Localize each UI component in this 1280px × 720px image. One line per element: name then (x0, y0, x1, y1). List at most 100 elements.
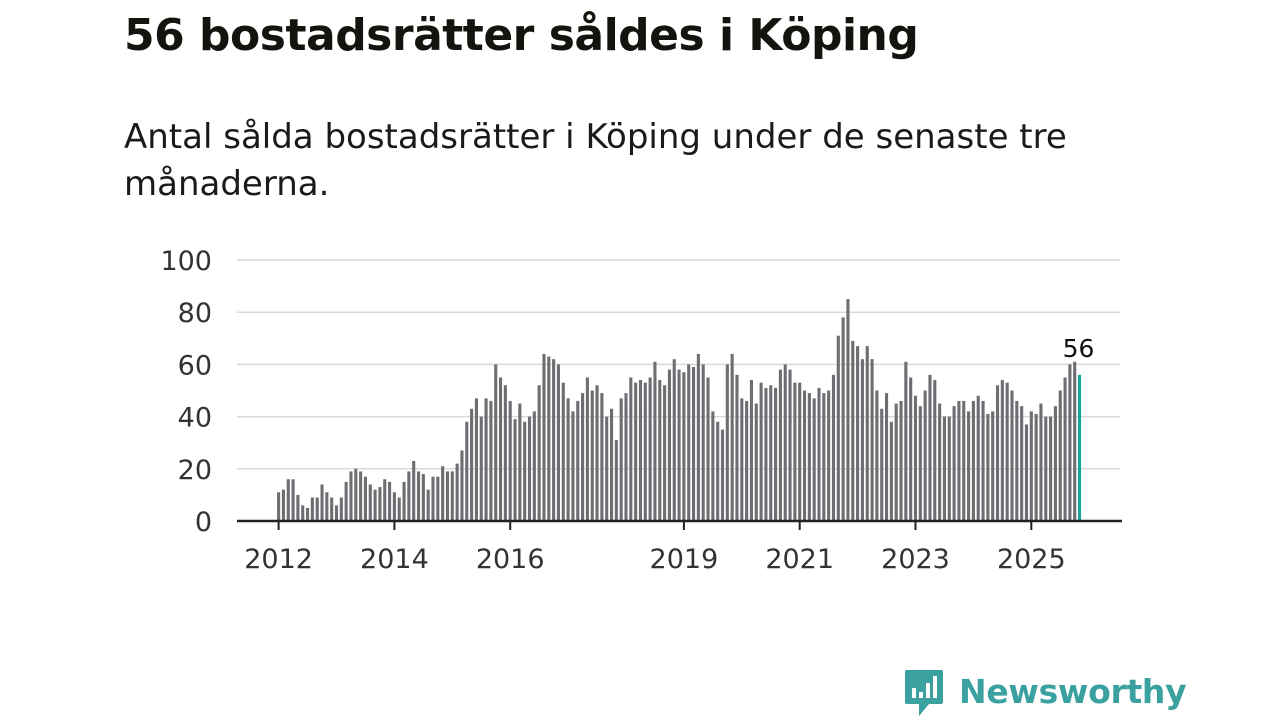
bar (527, 416, 532, 521)
bar (976, 395, 980, 521)
bar (889, 421, 893, 521)
bar (286, 479, 290, 521)
bar (426, 489, 430, 521)
bar (624, 393, 628, 521)
bar (330, 497, 334, 521)
bar (523, 421, 527, 521)
bar (648, 377, 652, 521)
bar (769, 385, 773, 521)
bar (344, 481, 348, 521)
bar (1068, 364, 1072, 521)
bar (885, 393, 889, 521)
bar (470, 408, 474, 521)
bar (923, 390, 927, 521)
bar (556, 364, 560, 521)
bar (532, 411, 536, 521)
bar (1073, 361, 1077, 521)
bar (315, 497, 319, 521)
logo-wordmark: Newsworthy (959, 672, 1187, 711)
bar (503, 385, 507, 521)
bar (605, 416, 609, 521)
bar (590, 390, 594, 521)
bar (730, 353, 734, 521)
bar (561, 382, 565, 521)
bar (1020, 406, 1024, 521)
bar (373, 489, 377, 521)
bar (995, 385, 1000, 521)
bar (788, 369, 792, 521)
bar (383, 479, 387, 521)
bar (812, 398, 816, 521)
bar (1063, 377, 1067, 521)
bar (692, 367, 696, 521)
bar (938, 403, 942, 521)
bar (701, 364, 705, 521)
bar (831, 374, 836, 521)
bar (1039, 403, 1043, 521)
bar (1005, 382, 1009, 521)
bar (320, 484, 324, 521)
bar (696, 353, 700, 521)
y-tick-label: 100 (160, 246, 212, 277)
y-tick-label: 40 (178, 403, 212, 434)
bar (802, 390, 807, 521)
bar (455, 463, 459, 521)
bar (436, 476, 440, 521)
bar (291, 479, 295, 521)
bar (918, 406, 922, 521)
bar (595, 385, 599, 521)
bar (957, 400, 961, 521)
bar (1053, 406, 1057, 521)
bar (339, 497, 343, 521)
bar (856, 346, 860, 521)
bar (687, 364, 691, 521)
bar (334, 505, 339, 521)
bar (663, 385, 667, 521)
bar (359, 471, 363, 521)
bar (865, 346, 869, 521)
bar (354, 468, 358, 521)
bar (566, 398, 570, 521)
bar (720, 429, 725, 521)
bar (1024, 424, 1029, 521)
bar-latest (1078, 374, 1082, 521)
x-axis-ticks: 2012 2014 2016 2019 2021 2023 2025 (244, 521, 1066, 575)
bar (460, 450, 464, 521)
bar (986, 413, 990, 521)
bar (634, 382, 638, 521)
bar (846, 299, 850, 521)
bar (749, 380, 753, 521)
bar (494, 364, 498, 521)
bar (952, 406, 956, 521)
y-tick-label: 20 (178, 455, 212, 486)
bar (1000, 380, 1004, 521)
bar (306, 507, 310, 521)
y-tick-label: 0 (195, 507, 212, 538)
bar (1034, 413, 1038, 521)
bar (349, 471, 353, 521)
bar (363, 476, 367, 521)
bar (981, 400, 985, 521)
bar (991, 411, 995, 521)
x-tick-label: 2019 (650, 544, 719, 575)
bar (759, 382, 763, 521)
chart-subtitle: Antal sålda bostadsrätter i Köping under… (124, 117, 1067, 204)
bar (909, 377, 913, 521)
bar (928, 374, 932, 521)
bar (798, 382, 802, 521)
bar (745, 400, 749, 521)
bar (899, 400, 903, 521)
bar (1015, 400, 1019, 521)
bar (431, 476, 435, 521)
bar (445, 471, 450, 521)
newsworthy-logo-icon (905, 670, 943, 716)
bar (947, 416, 951, 521)
x-tick-label: 2023 (881, 544, 950, 575)
bar (735, 374, 739, 521)
bar (600, 393, 604, 521)
bar (450, 471, 454, 521)
bar (807, 393, 811, 521)
x-tick-label: 2014 (360, 544, 429, 575)
bar (971, 400, 975, 521)
bar (552, 359, 556, 521)
